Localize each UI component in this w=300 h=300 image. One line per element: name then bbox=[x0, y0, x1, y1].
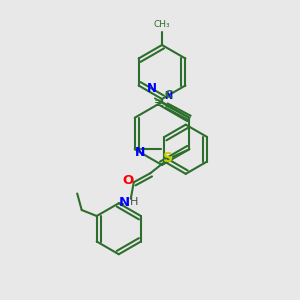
Text: H: H bbox=[130, 197, 138, 207]
Text: N: N bbox=[119, 196, 130, 209]
Text: N: N bbox=[135, 146, 145, 159]
Text: N: N bbox=[164, 91, 172, 101]
Text: O: O bbox=[123, 174, 134, 187]
Text: CH₃: CH₃ bbox=[154, 20, 170, 29]
Text: C: C bbox=[164, 90, 172, 100]
Text: N: N bbox=[147, 82, 157, 95]
Text: ≡: ≡ bbox=[154, 97, 164, 110]
Text: S: S bbox=[163, 151, 173, 165]
